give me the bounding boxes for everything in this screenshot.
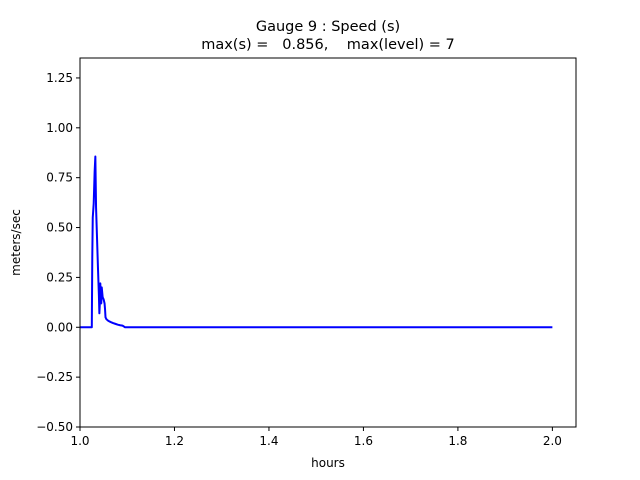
chart-title: Gauge 9 : Speed (s) (256, 19, 400, 35)
x-tick-label: 1.4 (259, 434, 278, 448)
plot-area-frame (79, 57, 577, 428)
series-layer (80, 155, 553, 329)
y-tick-label: 0.00 (46, 320, 73, 334)
y-tick-label: 1.25 (46, 71, 73, 85)
y-tick-label: 1.00 (46, 121, 73, 135)
y-axis-label: meters/sec (9, 209, 23, 276)
series-line (80, 155, 553, 329)
y-tick-label: −0.25 (36, 370, 73, 384)
y-tick-label: 0.50 (46, 221, 73, 235)
x-tick-label: 2.0 (543, 434, 562, 448)
y-tick-label: −0.50 (36, 420, 73, 434)
y-tick-label: 0.75 (46, 171, 73, 185)
x-tick-label: 1.2 (165, 434, 184, 448)
axis-ticks: 1.0 1.2 1.4 1.6 1.8 2.0 −0.50 −0.25 0.00 0.25 0.50… (36, 71, 562, 448)
x-tick-label: 1.0 (70, 434, 89, 448)
chart-subtitle: max(s) = 0.856, max(level) = 7 (201, 37, 455, 53)
x-axis-label: hours (311, 456, 345, 470)
x-tick-label: 1.6 (354, 434, 373, 448)
y-tick-label: 0.25 (46, 270, 73, 284)
x-tick-label: 1.8 (448, 434, 467, 448)
